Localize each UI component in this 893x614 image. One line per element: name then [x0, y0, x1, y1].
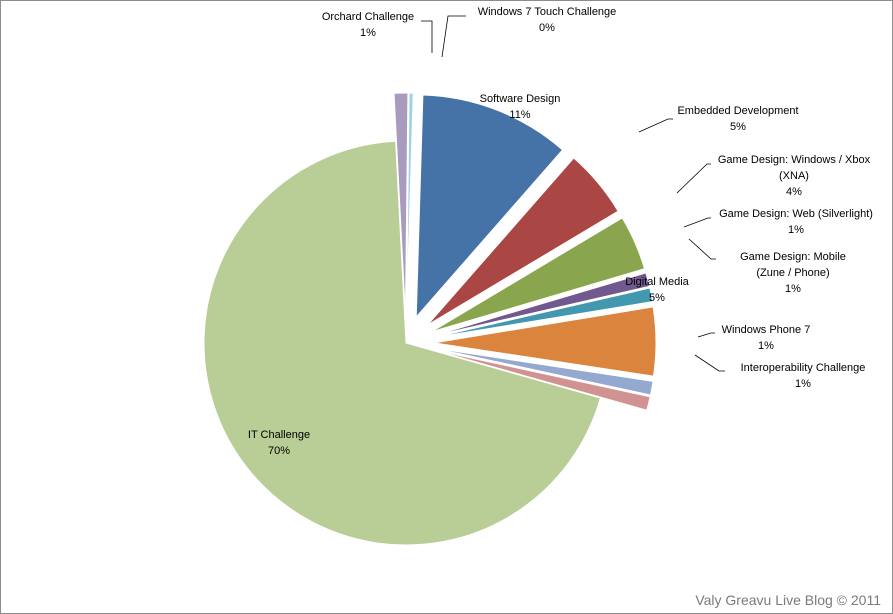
leader-line-orchard-challenge — [421, 20, 433, 53]
slice-label-line: Windows Phone 7 — [722, 324, 811, 336]
pie-slice-orchard-challenge — [393, 92, 409, 316]
slice-percent: 1% — [758, 340, 774, 352]
leader-line-game-design-mobile — [688, 238, 716, 260]
slice-label-line: Embedded Development — [677, 105, 798, 117]
slice-label-line: Digital Media — [625, 276, 689, 288]
pie-slice-game-design-windows-xbox — [431, 217, 646, 333]
slice-label-embedded-development: Embedded Development 5% — [677, 105, 798, 133]
slice-label-line: (Zune / Phone) — [756, 267, 829, 279]
slice-percent: 11% — [509, 109, 530, 121]
slice-label-windows-phone-7: Windows Phone 7 1% — [722, 324, 811, 352]
slice-percent: 70% — [268, 445, 290, 457]
slice-label-digital-media: Digital Media 5% — [625, 276, 689, 304]
slice-percent: 0% — [539, 22, 555, 34]
pie-slice-game-design-web-silverlight — [432, 272, 651, 337]
slice-label-line: (XNA) — [779, 170, 809, 182]
slice-label-line: Windows 7 Touch Challenge — [478, 6, 617, 18]
slice-percent: 1% — [785, 283, 801, 295]
slice-label-line: Game Design: Windows / Xbox — [718, 154, 871, 166]
pie-slice-digital-media — [433, 306, 657, 377]
slice-label-it-challenge: IT Challenge 70% — [248, 429, 310, 457]
slice-percent: 1% — [795, 378, 811, 390]
pie-slice-interoperability-challenge — [433, 349, 651, 411]
pie-slice-software-design — [415, 94, 564, 319]
slice-label-interoperability-challenge: Interoperability Challenge 1% — [741, 362, 866, 390]
slice-percent: 1% — [360, 27, 376, 39]
pie-slice-embedded-development — [427, 157, 619, 326]
leader-line-interoperability-challenge — [694, 354, 725, 372]
slice-percent: 5% — [649, 292, 665, 304]
leader-line-windows-7-touch-challenge — [441, 15, 466, 58]
slice-label-game-design-windows-xbox: Game Design: Windows / Xbox (XNA) 4% — [718, 154, 871, 198]
slice-label-line: Interoperability Challenge — [741, 362, 866, 374]
slice-percent: 5% — [730, 121, 746, 133]
watermark: Valy Greavu Live Blog © 2011 — [695, 592, 881, 608]
slice-label-line: Software Design — [480, 93, 561, 105]
pie-slice-windows-phone-7 — [433, 347, 654, 396]
leader-line-game-design-web-silverlight — [683, 217, 711, 228]
slice-label-orchard-challenge: Orchard Challenge 1% — [322, 11, 414, 39]
slice-label-software-design: Software Design 11% — [480, 93, 561, 121]
slice-label-game-design-mobile: Game Design: Mobile (Zune / Phone) 1% — [740, 251, 846, 295]
slice-label-line: IT Challenge — [248, 429, 310, 441]
pie-slice-game-design-mobile — [433, 287, 654, 339]
slice-label-game-design-web-silverlight: Game Design: Web (Silverlight) 1% — [719, 208, 873, 236]
pie-slice-windows-7-touch-challenge — [406, 92, 414, 316]
slice-percent: 4% — [786, 186, 802, 198]
slice-label-windows-7-touch-challenge: Windows 7 Touch Challenge 0% — [478, 6, 617, 34]
leader-line-windows-phone-7 — [697, 332, 715, 338]
slice-label-line: Orchard Challenge — [322, 11, 414, 23]
slice-label-line: Game Design: Mobile — [740, 251, 846, 263]
slice-percent: 1% — [788, 224, 804, 236]
leader-line-embedded-development — [638, 118, 673, 133]
leader-line-game-design-windows-xbox — [676, 163, 711, 194]
slice-label-line: Game Design: Web (Silverlight) — [719, 208, 873, 220]
pie-slice-it-challenge — [203, 140, 601, 546]
